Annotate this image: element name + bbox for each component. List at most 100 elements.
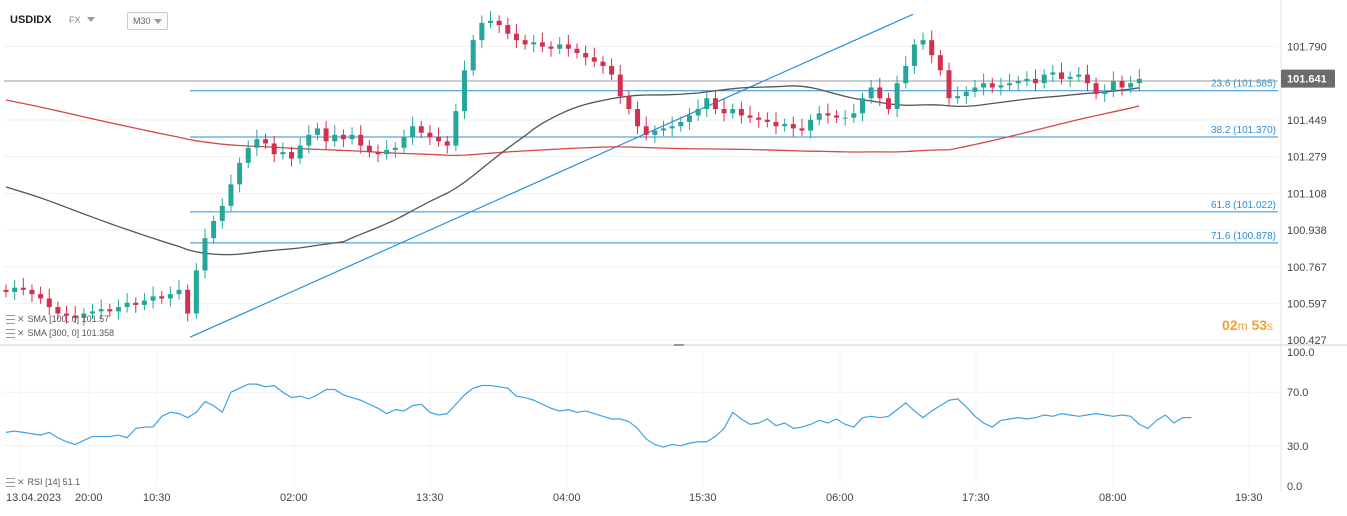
timer-minutes: 02	[1222, 317, 1238, 333]
candle-body	[712, 98, 718, 110]
pane-resize-handle[interactable]	[674, 344, 684, 346]
market-type[interactable]: FX	[69, 15, 81, 25]
candle	[1033, 69, 1039, 92]
close-icon[interactable]: ✕	[17, 328, 25, 338]
candle-body	[1007, 83, 1013, 86]
candle-body	[609, 65, 615, 75]
rsi-value: 51.1	[62, 477, 81, 487]
candle-body	[851, 113, 857, 118]
candle	[46, 288, 52, 316]
candle-body	[583, 53, 589, 58]
candle-body	[574, 48, 580, 54]
sma-300-legend[interactable]: ✕ SMA [300, 0] 101.358	[6, 328, 114, 339]
candle	[1024, 71, 1030, 87]
time-tick-label: 13.04.2023	[6, 492, 61, 504]
candle	[444, 135, 450, 154]
candle-body	[358, 134, 364, 146]
candle-body	[565, 44, 571, 49]
candle	[963, 86, 969, 105]
candle-body	[38, 294, 44, 299]
sma-100-legend[interactable]: ✕ SMA [100, 0] 101.57	[6, 314, 109, 325]
candle-body	[72, 315, 78, 318]
time-tick-label: 04:00	[553, 492, 581, 504]
rsi-label: RSI	[27, 477, 43, 487]
sma-300-line	[5, 99, 1140, 156]
candle	[981, 73, 987, 96]
candle-body	[661, 128, 667, 131]
candle-body	[124, 302, 130, 308]
candle-body	[877, 87, 883, 99]
candle	[747, 105, 753, 124]
candle-body	[115, 307, 121, 312]
candle-body	[349, 134, 355, 140]
candle-body	[998, 85, 1004, 88]
sma-100-label: SMA	[27, 314, 47, 324]
candle-body	[539, 42, 545, 47]
candle	[652, 125, 658, 143]
candle-body	[496, 20, 502, 26]
settings-icon[interactable]	[6, 315, 15, 325]
settings-icon[interactable]	[6, 478, 15, 488]
candle-body	[46, 298, 52, 308]
candlestick-series	[3, 11, 1142, 326]
candle-body	[1041, 74, 1047, 84]
candle	[1128, 75, 1134, 93]
candle	[842, 110, 848, 126]
candle	[539, 32, 545, 52]
candle	[1067, 71, 1073, 87]
candle	[548, 41, 554, 57]
candle	[669, 116, 675, 137]
rsi-legend[interactable]: ✕ RSI [14] 51.1	[6, 477, 80, 488]
candle	[635, 101, 641, 135]
candle-body	[1015, 81, 1021, 84]
candle	[565, 34, 571, 57]
price-tick-label: 101.279	[1287, 152, 1327, 164]
close-icon[interactable]: ✕	[17, 314, 25, 324]
candle-body	[401, 137, 407, 148]
candle-body	[55, 307, 61, 314]
candle	[20, 278, 26, 296]
candle-body	[202, 238, 208, 271]
candle-body	[20, 287, 26, 290]
candle-body	[513, 33, 519, 41]
close-icon[interactable]: ✕	[17, 477, 25, 487]
candle	[513, 23, 519, 49]
candle	[756, 112, 762, 128]
candle	[3, 284, 9, 298]
candle	[583, 45, 589, 66]
rsi-line	[5, 383, 1192, 448]
candle-body	[505, 25, 511, 34]
chevron-down-icon	[153, 19, 162, 25]
candle	[418, 120, 424, 139]
candle-body	[600, 61, 606, 66]
price-tick-label: 100.767	[1287, 262, 1327, 274]
candle-body	[384, 149, 390, 155]
candle	[254, 129, 260, 156]
settings-icon[interactable]	[6, 329, 15, 339]
candle-body	[1033, 78, 1039, 84]
candle-body	[332, 134, 338, 142]
candle	[470, 34, 476, 76]
price-overlay: 101.641	[1281, 69, 1335, 88]
candle-body	[133, 302, 139, 305]
candle	[245, 140, 251, 169]
candle-body	[1058, 72, 1064, 79]
candle-body	[955, 96, 961, 99]
timeframe-select[interactable]: M30	[127, 12, 168, 30]
candle	[185, 284, 191, 322]
candle-body	[392, 147, 398, 150]
sma-300-label: SMA	[27, 328, 47, 338]
candle	[1058, 62, 1064, 85]
candle-body	[1128, 83, 1134, 88]
candle-body	[159, 296, 165, 299]
candle-body	[1119, 81, 1125, 88]
candle-body	[1102, 91, 1108, 94]
gridlines	[0, 0, 1347, 492]
market-dropdown-icon[interactable]	[87, 17, 95, 22]
candle	[38, 286, 44, 304]
candle-body	[557, 44, 563, 49]
candle	[375, 144, 381, 163]
symbol-name[interactable]: USDIDX	[10, 14, 52, 26]
fib-level-label: 71.6 (100.878)	[1211, 231, 1276, 242]
